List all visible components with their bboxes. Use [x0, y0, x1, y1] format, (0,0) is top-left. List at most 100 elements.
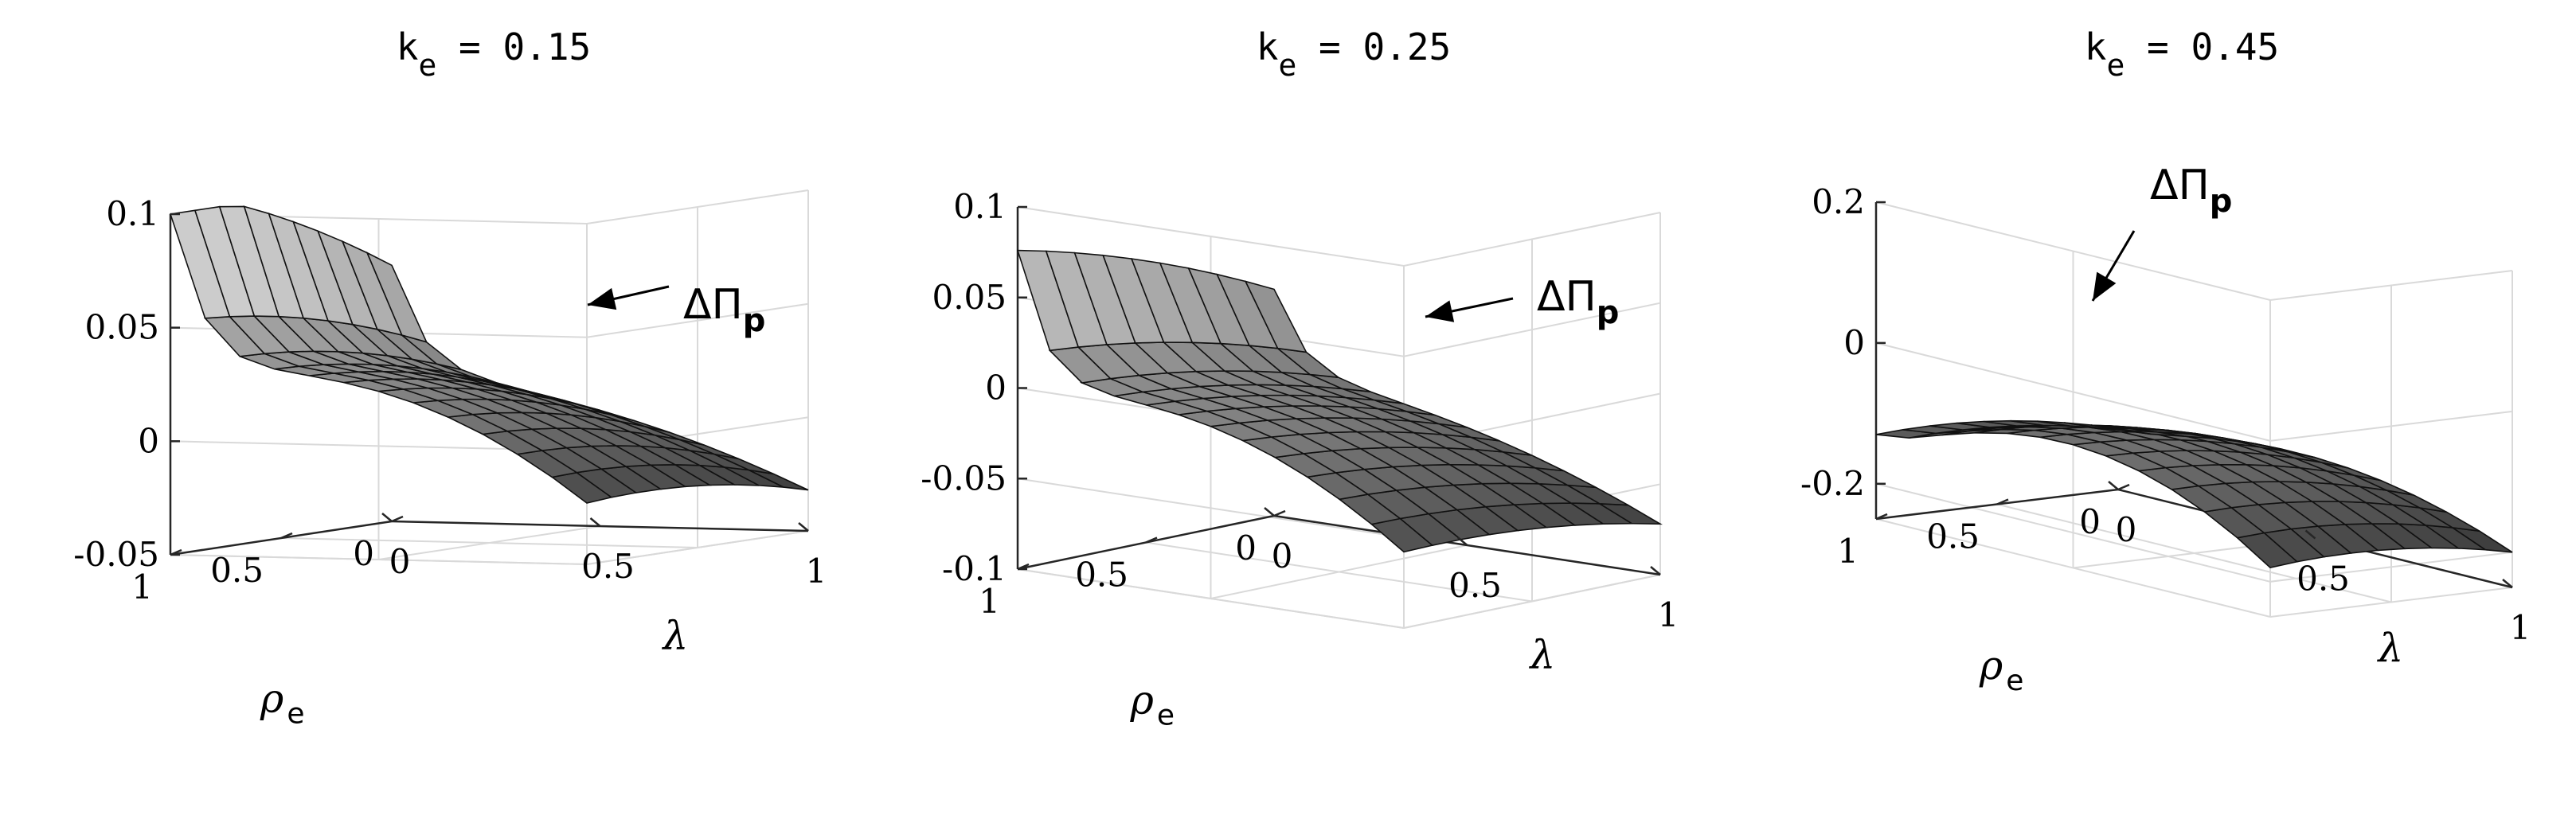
y-tick-mark [2117, 483, 2130, 491]
z-tick-label: 0.05 [84, 308, 159, 347]
x-axis-label: λ [1529, 632, 1556, 678]
chart-title-value: = 0.45 [2125, 25, 2279, 68]
surface-patch [2091, 424, 2152, 435]
chart-title-sub: e [418, 48, 436, 83]
x-tick-mark [2108, 481, 2119, 490]
annotation: ΔΠp [2091, 162, 2232, 302]
chart-title-value: = 0.15 [436, 25, 591, 68]
annotation: ΔΠp [1425, 273, 1619, 331]
z-tick-label: -0.05 [73, 535, 159, 574]
x-gridline-floor [1403, 574, 1661, 629]
x-tick-mark [2502, 579, 2513, 588]
annotation-label: ΔΠp [683, 281, 765, 339]
y-tick-label: 0.5 [210, 551, 264, 590]
x-gridline-floor [586, 530, 809, 565]
x-tick-mark [2304, 529, 2316, 540]
chart-title: ke = 0.45 [2085, 25, 2279, 83]
annotation-arrow-head [1425, 300, 1455, 322]
y-tick-label: 0 [2079, 502, 2101, 541]
y-tick-mark [1996, 498, 2009, 505]
chart-title-k: k [1257, 25, 1279, 68]
y-tick-mark [391, 515, 404, 523]
y-tick-mark [1017, 563, 1030, 571]
surface-patch [1244, 280, 1308, 353]
y-gridline-floor [1145, 541, 1533, 603]
surface-patch [365, 251, 428, 343]
x-tick-label: 0 [1272, 536, 1293, 575]
annotation-label-main: ΔΠ [2150, 162, 2210, 209]
y-tick-label: 1 [979, 582, 1000, 621]
y-gridline-floor [280, 537, 698, 548]
x-tick-label: 0.5 [1448, 566, 1502, 605]
z-gridline [170, 530, 809, 566]
annotation-arrow-head [2093, 271, 2117, 301]
z-tick-label: 0.2 [1812, 182, 1865, 221]
y-tick-mark [1273, 509, 1286, 517]
x-tick-mark [589, 517, 601, 527]
chart-title-value: = 0.25 [1296, 25, 1451, 68]
z-tick-label: 0 [1843, 323, 1865, 362]
chart-title-sub: e [1278, 48, 1296, 83]
x-tick-label: 1 [2510, 608, 2531, 647]
chart-title-k: k [397, 25, 419, 68]
y-tick-mark [280, 532, 293, 540]
chart-title-k: k [2085, 25, 2107, 68]
z-gridline [1875, 201, 2513, 302]
annotation-label: ΔΠp [2150, 162, 2232, 220]
surface [169, 205, 809, 504]
x-tick-mark [1650, 566, 1661, 575]
z-tick-label: -0.2 [1800, 464, 1865, 503]
y-tick-label: 0.5 [1926, 517, 1980, 556]
annotation-label: ΔΠp [1537, 273, 1619, 331]
x-tick-label: 0.5 [581, 547, 635, 586]
y-tick-label: 0 [1235, 529, 1257, 568]
y-tick-mark [1145, 536, 1158, 544]
x-tick-label: 1 [806, 552, 827, 591]
x-tick-mark [1264, 507, 1275, 517]
z-tick-label: 0.1 [106, 194, 159, 233]
tick-labels: -0.2 0 0.2 0 0.5 1 0 0.5 1 [1800, 182, 2531, 647]
y-axis-label-sub: e [287, 698, 304, 731]
y-gridline-floor [1017, 568, 1405, 629]
x-tick-label: 0.5 [2297, 560, 2350, 599]
x-tick-mark [1456, 536, 1468, 546]
y-axis-label-main: ρ [1979, 642, 2003, 689]
tick-labels: -0.1 -0.05 0 0.05 0.1 0 0.5 1 0 0.5 1 [921, 187, 1679, 634]
z-tick-label: 0.05 [932, 278, 1007, 317]
chart-title-sub: e [2106, 48, 2125, 83]
y-gridline-floor [170, 554, 588, 565]
y-gridline-floor [1996, 503, 2392, 603]
x-tick-mark [798, 522, 809, 532]
annotation-label-sub: p [2210, 183, 2233, 220]
chart-title: ke = 0.25 [1257, 25, 1451, 83]
x-tick-label: 0 [389, 542, 411, 581]
surface [1016, 249, 1663, 553]
annotation-label-main: ΔΠ [1537, 273, 1597, 321]
y-tick-mark [170, 548, 182, 556]
y-gridline-floor [1875, 518, 2271, 618]
x-axis-label: λ [662, 613, 689, 659]
z-tick-label: -0.05 [921, 458, 1007, 497]
annotation-arrow-head [588, 287, 617, 310]
annotation-label-sub: p [743, 302, 766, 339]
annotation-label-main: ΔΠ [683, 281, 743, 329]
y-axis-label-sub: e [1157, 699, 1175, 731]
y-axis-label-main: ρ [260, 676, 284, 722]
x-tick-label: 1 [1658, 595, 1679, 634]
y-tick-label: 0 [353, 534, 374, 573]
y-tick-label: 1 [131, 568, 153, 607]
z-tick-label: 0 [138, 421, 159, 460]
x-gridline-floor [2269, 587, 2513, 618]
x-tick-label: 0 [2116, 510, 2137, 549]
annotation-label-sub: p [1597, 295, 1620, 331]
y-tick-mark [1875, 513, 1888, 521]
y-axis-label-sub: e [2006, 665, 2023, 697]
x-tick-mark [381, 513, 393, 522]
